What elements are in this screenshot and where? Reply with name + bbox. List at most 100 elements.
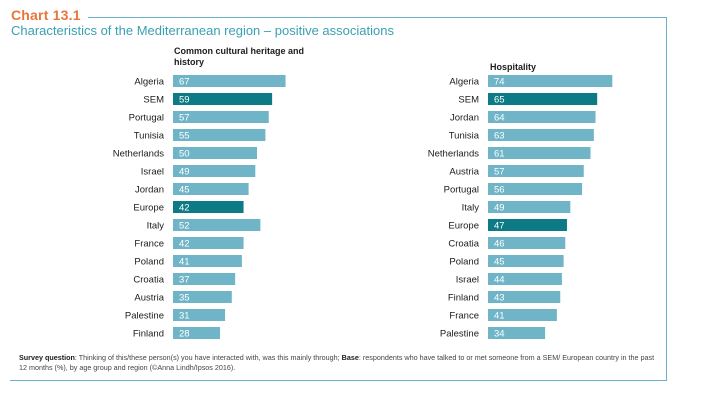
bar-hospitality-jordan — [488, 111, 596, 123]
bar-hospitality-poland — [488, 255, 564, 267]
category-label-heritage-israel: Israel — [141, 167, 164, 178]
footnote-question-label: Survey question — [19, 353, 75, 362]
category-label-hospitality-croatia: Croatia — [448, 239, 479, 250]
category-label-heritage-italy: Italy — [147, 221, 165, 232]
category-label-heritage-tunisia: Tunisia — [134, 131, 165, 142]
bar-heritage-algeria — [173, 75, 286, 87]
bar-hospitality-algeria — [488, 75, 613, 87]
value-label-heritage-europe: 42 — [179, 203, 190, 214]
category-label-heritage-portugal: Portugal — [129, 113, 164, 124]
bar-heritage-netherlands — [173, 147, 257, 159]
value-label-heritage-italy: 52 — [179, 221, 190, 232]
footnote-question-text: : Thinking of this/these person(s) you h… — [74, 353, 342, 362]
value-label-hospitality-tunisia: 63 — [494, 131, 505, 142]
category-label-hospitality-tunisia: Tunisia — [449, 131, 480, 142]
bar-heritage-croatia — [173, 273, 236, 285]
category-label-heritage-jordan: Jordan — [135, 185, 164, 196]
category-label-hospitality-austria: Austria — [449, 167, 479, 178]
bar-heritage-austria — [173, 291, 232, 303]
bar-hospitality-israel — [488, 273, 562, 285]
bar-hospitality-italy — [488, 201, 571, 213]
category-label-heritage-poland: Poland — [134, 257, 164, 268]
bar-heritage-italy — [173, 219, 261, 231]
category-label-hospitality-poland: Poland — [449, 257, 479, 268]
bar-hospitality-austria — [488, 165, 584, 177]
value-label-heritage-tunisia: 55 — [179, 131, 190, 142]
value-label-hospitality-portugal: 56 — [494, 185, 505, 196]
category-label-heritage-palestine: Palestine — [125, 311, 164, 322]
chart-heritage: Algeria 67 SEM 59 Portugal 57 Tunisia 55 Netherl… — [113, 75, 286, 340]
value-label-hospitality-france: 41 — [494, 311, 505, 322]
bar-heritage-finland — [173, 327, 221, 339]
value-label-hospitality-finland: 43 — [494, 293, 505, 304]
bar-hospitality-portugal — [488, 183, 583, 195]
chart-title: Characteristics of the Mediterranean reg… — [11, 23, 394, 38]
value-label-hospitality-europe: 47 — [494, 221, 505, 232]
bar-hospitality-france — [488, 309, 557, 321]
bar-hospitality-europe — [488, 219, 567, 231]
value-label-hospitality-algeria: 74 — [494, 77, 505, 88]
category-label-hospitality-sem: SEM — [458, 95, 479, 106]
bar-hospitality-sem — [488, 93, 598, 105]
value-label-hospitality-austria: 57 — [494, 167, 505, 178]
value-label-heritage-poland: 41 — [179, 257, 190, 268]
bar-heritage-portugal — [173, 111, 269, 123]
category-label-hospitality-europe: Europe — [448, 221, 479, 232]
frame-top-border — [88, 17, 666, 18]
value-label-heritage-finland: 28 — [179, 329, 190, 340]
chart-number: Chart 13.1 — [11, 7, 81, 23]
value-label-hospitality-sem: 65 — [494, 95, 505, 106]
footnote-base-label: Base — [341, 353, 359, 362]
category-label-heritage-finland: Finland — [133, 329, 164, 340]
bar-heritage-jordan — [173, 183, 249, 195]
value-label-heritage-algeria: 67 — [179, 77, 190, 88]
value-label-heritage-austria: 35 — [179, 293, 190, 304]
value-label-heritage-palestine: 31 — [179, 311, 190, 322]
panel-title-heritage: Common cultural heritage and history — [174, 46, 305, 67]
bar-charts: Algeria 67 SEM 59 Portugal 57 Tunisia 55 Netherl… — [113, 75, 613, 340]
category-label-hospitality-palestine: Palestine — [440, 329, 479, 340]
bar-hospitality-finland — [488, 291, 561, 303]
category-label-heritage-austria: Austria — [134, 293, 164, 304]
category-label-heritage-europe: Europe — [133, 203, 164, 214]
value-label-hospitality-netherlands: 61 — [494, 149, 505, 160]
value-label-hospitality-jordan: 64 — [494, 113, 505, 124]
value-label-hospitality-poland: 45 — [494, 257, 505, 268]
category-label-heritage-netherlands: Netherlands — [113, 149, 164, 160]
category-label-hospitality-portugal: Portugal — [444, 185, 479, 196]
bar-heritage-france — [173, 237, 244, 249]
bar-heritage-tunisia — [173, 129, 266, 141]
category-label-hospitality-france: France — [449, 311, 479, 322]
value-label-hospitality-italy: 49 — [494, 203, 505, 214]
category-label-hospitality-israel: Israel — [456, 275, 479, 286]
value-label-heritage-sem: 59 — [179, 95, 190, 106]
bar-hospitality-palestine — [488, 327, 546, 339]
value-label-heritage-portugal: 57 — [179, 113, 190, 124]
value-label-hospitality-croatia: 46 — [494, 239, 505, 250]
value-label-heritage-france: 42 — [179, 239, 190, 250]
category-label-hospitality-italy: Italy — [462, 203, 480, 214]
frame-bottom-border — [10, 380, 667, 381]
category-label-heritage-france: France — [134, 239, 164, 250]
bar-hospitality-netherlands — [488, 147, 591, 159]
category-label-hospitality-algeria: Algeria — [449, 77, 479, 88]
footnote: Survey question: Thinking of this/these … — [19, 353, 659, 373]
category-label-hospitality-jordan: Jordan — [450, 113, 479, 124]
category-label-hospitality-netherlands: Netherlands — [428, 149, 479, 160]
category-label-hospitality-finland: Finland — [448, 293, 479, 304]
bar-heritage-palestine — [173, 309, 226, 321]
chart-hospitality: Algeria 74 SEM 65 Jordan 64 Tunisia 63 Netherlan… — [428, 75, 613, 340]
panel-title-hospitality: Hospitality — [490, 62, 537, 72]
category-label-heritage-croatia: Croatia — [133, 275, 164, 286]
value-label-hospitality-israel: 44 — [494, 275, 505, 286]
bar-heritage-poland — [173, 255, 242, 267]
value-label-hospitality-palestine: 34 — [494, 329, 505, 340]
bar-heritage-sem — [173, 93, 273, 105]
bar-hospitality-tunisia — [488, 129, 594, 141]
value-label-heritage-croatia: 37 — [179, 275, 190, 286]
value-label-heritage-netherlands: 50 — [179, 149, 190, 160]
category-label-heritage-sem: SEM — [143, 95, 164, 106]
value-label-heritage-israel: 49 — [179, 167, 190, 178]
footnote-base-text: : respondents who have talked to or met … — [19, 353, 655, 372]
bar-heritage-europe — [173, 201, 244, 213]
